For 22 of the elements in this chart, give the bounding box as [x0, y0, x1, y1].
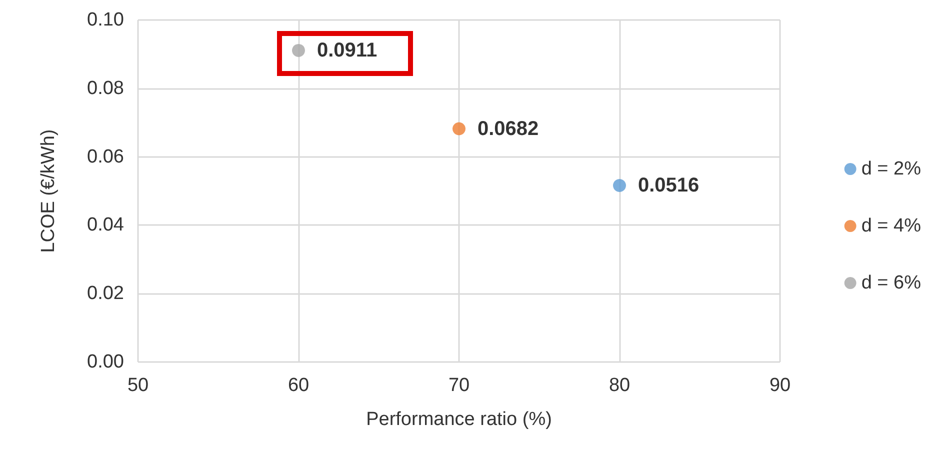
y-tick-label: 0.00: [87, 352, 124, 372]
x-tick-label: 60: [288, 375, 310, 396]
data-label: 0.0911: [317, 39, 378, 62]
y-axis-title: LCOE (€/kWh): [38, 129, 59, 253]
legend-label: d = 4%: [861, 216, 922, 236]
y-tick-label: 0.08: [87, 78, 124, 99]
data-label: 0.0516: [638, 174, 700, 197]
x-axis-title: Performance ratio (%): [366, 409, 552, 430]
x-tick-label: 70: [448, 375, 470, 396]
point: [292, 44, 305, 57]
x-tick-label: 50: [127, 375, 149, 396]
x-tick-label: 80: [608, 375, 630, 396]
y-tick-label: 0.10: [87, 10, 124, 30]
y-tick-label: 0.02: [87, 283, 124, 304]
legend-label: d = 2%: [861, 158, 922, 180]
data-label: 0.0682: [478, 118, 539, 140]
legend-label: d = 6%: [861, 272, 922, 294]
x-tick-label: 90: [769, 375, 791, 396]
point: [613, 179, 626, 192]
y-tick-label: 0.04: [87, 214, 124, 236]
point: [452, 122, 466, 136]
y-tick-label: 0.06: [87, 146, 124, 168]
